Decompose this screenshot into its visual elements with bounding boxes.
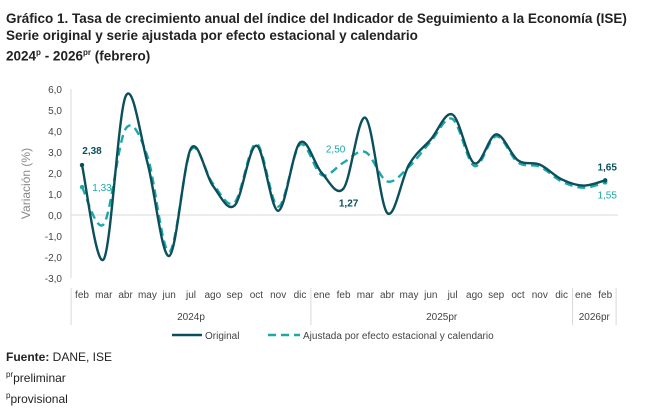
x-tick-label: mar — [95, 290, 113, 301]
data-label: 1,33 — [92, 183, 112, 194]
preliminary-note: prpreliminar — [6, 370, 66, 385]
data-label: 2,50 — [326, 145, 346, 156]
x-tick-label: mar — [357, 290, 375, 301]
y-tick-label: 6,0 — [48, 85, 62, 96]
x-tick-label: feb — [598, 290, 612, 301]
year-group-label: 2026pr — [579, 312, 611, 323]
x-tick-label: dic — [555, 290, 568, 301]
series-line-adjusted — [80, 117, 606, 253]
data-label: 1,27 — [339, 198, 359, 209]
y-tick-label: 5,0 — [48, 106, 62, 117]
x-tick-label: oct — [511, 290, 525, 301]
x-tick-label: jul — [185, 290, 196, 301]
x-tick-label: sep — [227, 290, 244, 301]
data-label: 1,55 — [597, 190, 617, 201]
legend-label-original: Original — [205, 331, 239, 342]
title-line-2: Serie original y serie ajustada por efec… — [6, 28, 418, 43]
x-tick-label: ene — [313, 290, 330, 301]
x-tick-label: feb — [337, 290, 351, 301]
data-point — [79, 184, 85, 190]
x-tick-label: jun — [423, 290, 437, 301]
y-tick-label: 0,0 — [48, 211, 62, 222]
data-label: 1,65 — [597, 162, 617, 173]
x-tick-label: ago — [466, 290, 483, 301]
data-point — [79, 162, 85, 168]
y-axis-label: Variación (%) — [19, 148, 33, 219]
title-line-3: 2024p - 2026pr (febrero) — [6, 48, 151, 64]
data-label: 2,38 — [82, 146, 102, 157]
y-tick-label: -3,0 — [45, 274, 63, 285]
x-tick-label: oct — [250, 290, 264, 301]
legend-label-adjusted: Ajustada por efecto estacional y calenda… — [303, 331, 494, 342]
x-tick-label: abr — [118, 290, 133, 301]
provisional-note: pprovisional — [6, 391, 68, 406]
x-tick-label: ago — [204, 290, 221, 301]
year-group-label: 2025pr — [426, 312, 458, 323]
x-tick-label: jun — [162, 290, 176, 301]
title-line-1: Gráfico 1. Tasa de crecimiento anual del… — [6, 11, 627, 26]
y-tick-label: 3,0 — [48, 148, 62, 159]
y-tick-label: -2,0 — [45, 253, 63, 264]
source-note: Fuente: DANE, ISE — [6, 350, 113, 364]
x-tick-label: ene — [575, 290, 592, 301]
x-tick-label: may — [400, 290, 419, 301]
chart-title: Gráfico 1. Tasa de crecimiento anual del… — [6, 10, 627, 65]
x-tick-label: nov — [532, 290, 548, 301]
series-line-original — [80, 92, 606, 262]
x-tick-label: may — [138, 290, 157, 301]
x-tick-label: sep — [488, 290, 505, 301]
x-tick-label: jul — [447, 290, 458, 301]
chart-notes: Fuente: DANE, ISE prpreliminar pprovisio… — [6, 349, 112, 408]
x-tick-label: nov — [270, 290, 286, 301]
data-point — [603, 178, 608, 183]
y-tick-label: -1,0 — [45, 232, 63, 243]
y-tick-label: 4,0 — [48, 127, 62, 138]
x-tick-label: feb — [75, 290, 89, 301]
year-group-label: 2024p — [177, 312, 205, 323]
line-chart: -3,0 -2,0 -1,0 0,0 1,0 2,0 3,0 4,0 5,0 6,0 Variaci… — [19, 85, 618, 342]
x-tick-label: abr — [380, 290, 395, 301]
x-tick-label: dic — [294, 290, 307, 301]
y-tick-label: 2,0 — [48, 169, 62, 180]
y-tick-label: 1,0 — [48, 190, 62, 201]
